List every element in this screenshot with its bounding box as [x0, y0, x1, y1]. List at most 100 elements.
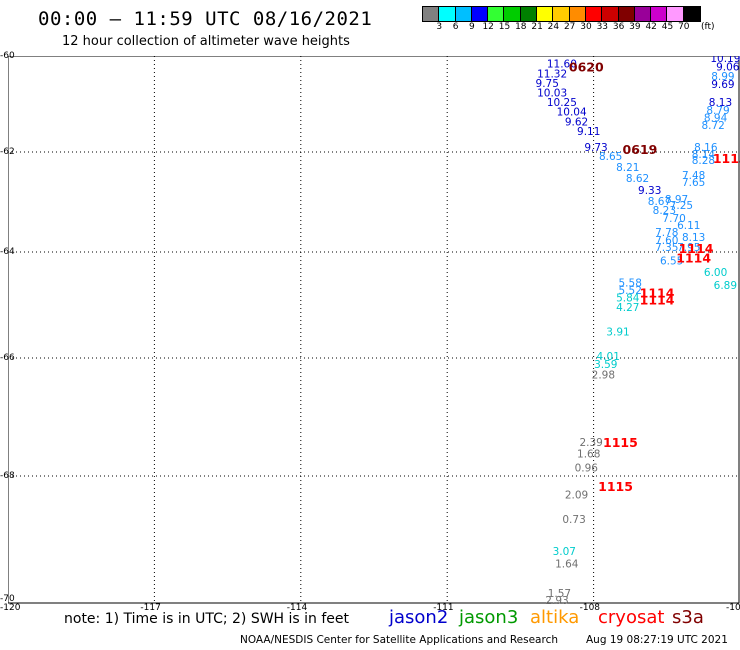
footnote: note: 1) Time is in UTC; 2) SWH is in fe…: [64, 611, 350, 627]
colorbar-swatch: [471, 7, 489, 21]
wave-height-value: 9.06: [716, 62, 740, 74]
wave-height-value: 10.03: [537, 87, 567, 99]
latitude-label: -64: [0, 247, 15, 257]
wave-height-colorbar: [422, 6, 702, 22]
wave-height-value: 7.35: [655, 242, 678, 254]
wave-height-value: 9.75: [536, 78, 559, 90]
pass-time-label: 1115: [603, 435, 638, 450]
pass-time-labels: 0620061911121113111311141114111411141115…: [569, 60, 740, 494]
wave-height-value: 1.57: [548, 588, 571, 600]
legend-jason2: jason2: [389, 607, 448, 628]
wave-height-value: 8.65: [599, 151, 622, 163]
wave-height-value: 7.48: [682, 170, 705, 182]
legend-jason2-label: jason2: [389, 607, 449, 628]
footer-credit: NOAA/NESDIS Center for Satellite Applica…: [240, 634, 558, 646]
latitude-label: -70: [0, 594, 15, 604]
colorbar-label: 24: [547, 22, 560, 32]
footer-timestamp: Aug 19 08:27:19 UTC 2021: [586, 634, 728, 646]
wave-height-value: 7.60: [655, 235, 678, 247]
colorbar-swatch: [423, 7, 440, 21]
colorbar-label: 6: [452, 22, 459, 32]
colorbar-swatch: [537, 7, 554, 21]
wave-height-value: 5.84: [616, 293, 640, 305]
colorbar-label: 21: [531, 22, 543, 32]
wave-height-value: 8.79: [706, 105, 729, 117]
legend-altika: altika: [530, 607, 579, 628]
pass-time-label: 1114: [679, 241, 714, 256]
wave-height-value: 9.73: [584, 142, 607, 154]
colorbar-label: 27: [563, 22, 576, 32]
wave-height-value: 9.33: [638, 185, 661, 197]
legend-cryosat-label: cryosat: [598, 607, 665, 628]
wave-height-value: 0.96: [575, 463, 599, 475]
colorbar-swatch: [569, 7, 586, 21]
colorbar-swatch: [488, 7, 505, 21]
pass-time-label: 0620: [569, 60, 604, 75]
longitude-label: -108: [579, 603, 601, 613]
wave-height-value: 8.72: [701, 120, 724, 132]
longitude-label: -114: [286, 603, 308, 613]
wave-height-value: 5.52: [619, 285, 642, 297]
pass-time-label: 1114: [640, 285, 675, 300]
wave-height-value: 8.13: [709, 97, 732, 109]
wave-height-value: 2.39: [579, 437, 602, 449]
colorbar-label: 15: [498, 22, 511, 32]
legend-s3a: s3a: [672, 607, 704, 628]
wave-height-value: 0.73: [562, 514, 585, 526]
legend-jason3: jason3: [459, 607, 518, 628]
colorbar-label: 9: [469, 22, 475, 32]
longitude-label: -10: [726, 603, 740, 613]
colorbar-swatch: [618, 7, 635, 21]
colorbar-swatch: [634, 7, 652, 21]
wave-height-value: 1.68: [577, 449, 600, 461]
wave-height-value: 1.64: [555, 558, 579, 570]
wave-height-value: 6.11: [677, 220, 700, 232]
pass-time-label: 1114: [676, 250, 711, 265]
latitude-label: -68: [0, 471, 15, 481]
colorbar-swatch: [439, 7, 456, 21]
pass-time-label: 1113: [713, 151, 740, 166]
wave-height-value: 8.99: [711, 71, 734, 83]
wave-height-value: 8.23: [653, 205, 676, 217]
colorbar-label: 70: [678, 22, 690, 32]
page-subtitle: 12 hour collection of altimeter wave hei…: [62, 34, 350, 49]
legend-altika-label: altika: [530, 607, 580, 628]
wave-height-value: 10.04: [557, 107, 587, 119]
colorbar-label: 39: [629, 22, 641, 32]
map-gridlines: [8, 56, 740, 604]
wave-height-value: 6.00: [704, 267, 727, 279]
wave-height-value: 8.97: [665, 194, 688, 206]
wave-height-value: 8.94: [704, 112, 728, 124]
wave-height-value: 7.25: [670, 200, 693, 212]
wave-height-value: 7.95: [677, 242, 700, 254]
colorbar-swatch: [602, 7, 619, 21]
wave-height-value: 10.19: [710, 56, 740, 65]
wave-height-value: 3.91: [606, 327, 629, 339]
wave-height-value: 7.65: [682, 177, 705, 189]
colorbar-swatch: [585, 7, 603, 21]
wave-height-value: 4.01: [597, 351, 620, 363]
colorbar-swatch: [667, 7, 684, 21]
latitude-label: -60: [0, 51, 15, 61]
wave-height-value: 8.14: [692, 149, 716, 161]
colorbar-label: 12: [482, 22, 494, 32]
wave-height-value: 5.58: [619, 278, 642, 290]
colorbar-swatch: [683, 7, 701, 21]
map-frame: [8, 56, 740, 604]
wave-height-value: 3.59: [594, 359, 617, 371]
longitude-label: -117: [140, 603, 161, 613]
wave-height-value: 8.67: [648, 196, 671, 208]
longitude-label: -111: [433, 603, 454, 613]
latitude-label: -62: [0, 147, 15, 157]
colorbar-swatch: [553, 7, 570, 21]
colorbar-label: 42: [645, 22, 657, 32]
page-title: 00:00 – 11:59 UTC 08/16/2021: [38, 8, 373, 30]
wave-height-value: 8.21: [616, 162, 639, 174]
wave-height-value: 2.93: [545, 595, 568, 604]
wave-height-value: 8.13: [682, 232, 705, 244]
wave-height-value: 7.78: [655, 227, 678, 239]
colorbar-label: 33: [596, 22, 609, 32]
wave-height-value: 8.62: [626, 173, 649, 185]
